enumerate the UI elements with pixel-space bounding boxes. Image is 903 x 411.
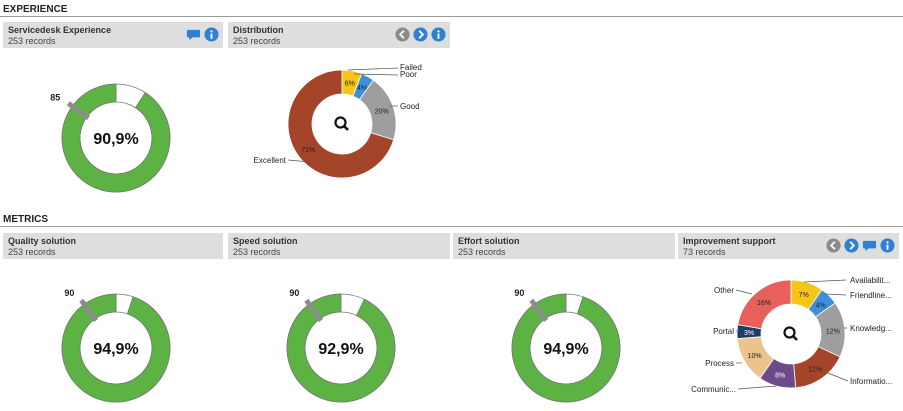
gauge-target-marker — [66, 101, 90, 121]
search-icon — [334, 116, 349, 131]
pie-chart-improvement[interactable]: 7% 4% 12% 12% 8% 10% 3% 16% Availabilit... Friend… — [680, 268, 902, 398]
record-count: 253 records — [8, 247, 56, 257]
slice-category-label: Poor — [400, 70, 417, 79]
section-divider — [0, 16, 903, 17]
panel-title: Quality solution — [8, 236, 77, 246]
forward-icon[interactable] — [844, 238, 859, 253]
gauge-chart-servicedesk: 85 90,9% — [50, 83, 171, 193]
slice-value-label: 4% — [357, 85, 367, 92]
gauge-target-label: 90 — [289, 288, 299, 298]
section-title-experience: EXPERIENCE — [3, 4, 68, 15]
gauge-chart-quality: 90 94,9% — [61, 288, 171, 403]
panel-header-distribution[interactable]: Distribution 253 records — [228, 22, 450, 48]
panel-header-improvement[interactable]: Improvement support 73 records — [678, 233, 899, 259]
slice-value-label: 12% — [826, 328, 840, 335]
back-icon[interactable] — [826, 238, 841, 253]
panel-title: Speed solution — [233, 236, 298, 246]
slice-value-label: 6% — [345, 81, 355, 88]
slice-category-label: Communic... — [691, 385, 736, 394]
slice-category-label: Process — [705, 359, 734, 368]
gauge-value-label: 90,9% — [93, 131, 138, 148]
label-leader-line — [803, 279, 847, 283]
panel-header-effort[interactable]: Effort solution 253 records — [453, 233, 675, 259]
gauge-target-label: 90 — [514, 288, 524, 298]
back-icon[interactable] — [395, 27, 410, 42]
gauge-value-label: 94,9% — [93, 341, 138, 358]
panel-title: Effort solution — [458, 236, 520, 246]
gauge-chart-speed: 90 92,9% — [286, 288, 396, 403]
info-icon[interactable] — [880, 238, 895, 253]
slice-value-label: 4% — [816, 302, 826, 309]
slice-value-label: 20% — [375, 109, 389, 116]
slice-category-label: Good — [400, 102, 420, 111]
label-leader-line — [735, 289, 753, 295]
gauge-value-label: 94,9% — [543, 341, 588, 358]
panel-title: Improvement support — [683, 236, 776, 246]
pie-slice — [737, 279, 792, 330]
slice-value-label: 3% — [744, 330, 754, 337]
gauge-value-arc — [61, 83, 171, 193]
info-icon[interactable] — [204, 27, 219, 42]
gauge-target-marker — [79, 298, 99, 322]
slice-value-label: 10% — [748, 353, 762, 360]
info-icon[interactable] — [431, 27, 446, 42]
section-divider — [0, 226, 903, 227]
record-count: 253 records — [233, 247, 281, 257]
panel-header-quality[interactable]: Quality solution 253 records — [3, 233, 223, 259]
gauge-value-arc — [511, 293, 621, 403]
search-icon — [783, 326, 798, 341]
slice-category-label: Failed — [400, 63, 422, 72]
gauge-target-label: 85 — [50, 92, 60, 102]
section-title-metrics: METRICS — [3, 214, 48, 225]
gauge-target-label: 90 — [64, 288, 74, 298]
gauge-target-marker — [304, 298, 324, 322]
label-leader-line — [737, 385, 777, 390]
slice-category-label: Other — [714, 286, 734, 295]
label-leader-line — [827, 372, 849, 382]
record-count: 73 records — [683, 247, 726, 257]
slice-category-label: Friendline... — [850, 291, 892, 300]
slice-value-label: 7% — [799, 292, 809, 299]
slice-category-label: Availabilit... — [850, 276, 890, 285]
label-leader-line — [287, 159, 311, 163]
label-leader-line — [347, 67, 399, 71]
comment-icon[interactable] — [186, 27, 201, 42]
gauge-target-marker — [529, 298, 549, 322]
gauge-chart-effort: 90 94,9% — [511, 288, 621, 403]
gauge-value-label: 92,9% — [318, 341, 363, 358]
panel-header-servicedesk[interactable]: Servicedesk Experience 253 records — [3, 22, 223, 48]
label-leader-line — [353, 73, 399, 76]
slice-category-label: Portal — [713, 327, 734, 336]
pie-slice — [287, 69, 395, 179]
slice-value-label: 12% — [808, 366, 822, 373]
slice-category-label: Informatio... — [850, 377, 892, 386]
label-leader-line — [824, 293, 847, 296]
slice-value-label: 8% — [775, 373, 785, 380]
panel-title: Servicedesk Experience — [8, 25, 112, 35]
record-count: 253 records — [458, 247, 506, 257]
gauge-value-arc — [61, 293, 171, 403]
slice-value-label: 16% — [757, 300, 771, 307]
record-count: 253 records — [233, 36, 281, 46]
slice-value-label: 71% — [301, 147, 315, 154]
gauge-value-arc — [286, 293, 396, 403]
slice-category-label: Excellent — [254, 156, 287, 165]
comment-icon[interactable] — [862, 238, 877, 253]
forward-icon[interactable] — [413, 27, 428, 42]
slice-category-label: Knowledg... — [850, 324, 892, 333]
record-count: 253 records — [8, 36, 56, 46]
panel-title: Distribution — [233, 25, 284, 35]
panel-header-speed[interactable]: Speed solution 253 records — [228, 233, 450, 259]
